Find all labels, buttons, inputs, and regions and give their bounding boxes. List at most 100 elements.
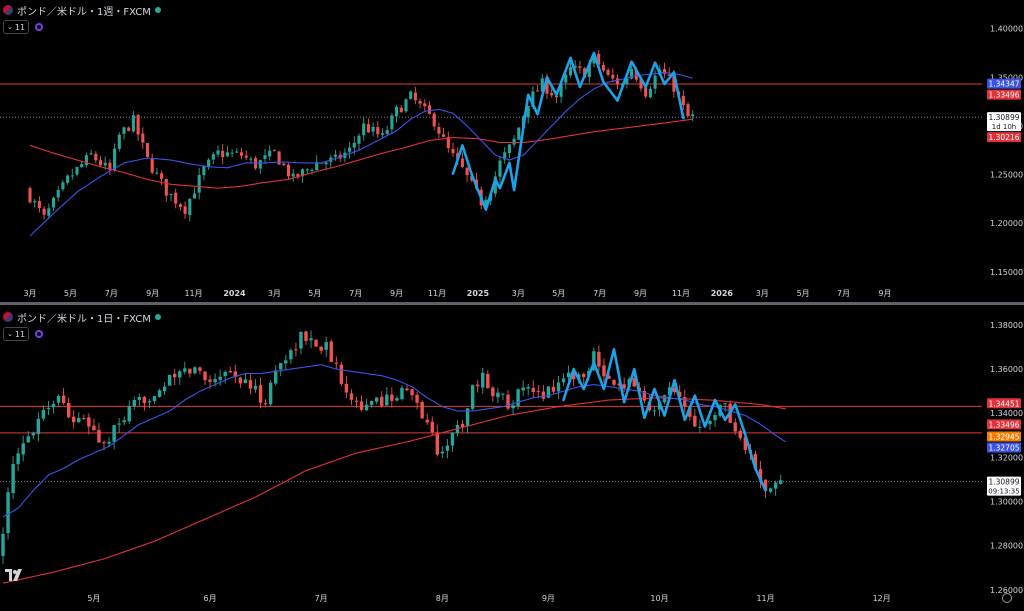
candle-body <box>141 133 145 143</box>
candle-body <box>662 395 667 403</box>
moving-average-fast[interactable] <box>2 364 787 518</box>
weekly-indicator-toggle[interactable]: ⌄ 11 <box>3 20 30 34</box>
candle-body <box>11 464 15 494</box>
candle-body <box>238 377 243 384</box>
x-tick-label: 9月 <box>542 594 555 603</box>
candle-body <box>498 160 502 177</box>
candle-body <box>517 127 521 140</box>
candle-body <box>418 100 422 104</box>
candle-body <box>470 176 474 181</box>
candle-body <box>440 451 445 454</box>
zigzag-drawing[interactable] <box>562 348 767 492</box>
candle-body <box>162 386 167 392</box>
daily-header: ポンド／米ドル・1日・FXCM <box>3 309 161 325</box>
weekly-symbol-title[interactable]: ポンド／米ドル・1週・FXCM <box>17 6 151 18</box>
candle-body <box>541 391 546 399</box>
x-tick-label: 5月 <box>64 289 77 298</box>
candle-body <box>258 160 262 169</box>
candle-body <box>352 142 356 148</box>
candle-body <box>218 376 222 380</box>
y-tick-label: 1.36000 <box>990 365 1023 374</box>
zigzag-drawing[interactable] <box>451 51 685 211</box>
price-axis-label: 1.33496 <box>987 89 1021 100</box>
daily-indicator-icon[interactable] <box>35 330 44 338</box>
tradingview-logo-mark <box>5 569 22 581</box>
candle-body <box>405 388 409 391</box>
candle-body <box>657 402 662 410</box>
price-label-value: 1.34451 <box>988 399 1019 408</box>
candle-body <box>213 378 217 383</box>
candle-body <box>357 135 361 144</box>
panel-separator[interactable] <box>0 302 1024 305</box>
price-label-value: 1.32705 <box>988 444 1019 453</box>
weekly-indicator-icon[interactable] <box>35 23 44 31</box>
daily-symbol-title[interactable]: ポンド／米ドル・1日・FXCM <box>17 313 151 325</box>
candle-body <box>493 176 497 194</box>
candle-body <box>390 115 394 130</box>
y-tick-label: 1.26000 <box>990 586 1023 595</box>
y-tick-label: 1.32000 <box>990 453 1023 462</box>
daily-indicator-toggle[interactable]: ⌄ 11 <box>3 327 30 341</box>
candle-body <box>420 401 424 419</box>
candle-body <box>339 364 344 384</box>
candle-body <box>1 533 5 557</box>
x-tick-label: 2024 <box>223 289 246 298</box>
candle-body <box>282 163 286 166</box>
candle-body <box>167 374 172 386</box>
price-label-value: 1.30899 <box>988 478 1019 487</box>
candle-body <box>612 380 616 385</box>
x-tick-label: 5月 <box>552 289 565 298</box>
candle-body <box>681 95 685 106</box>
candle-body <box>160 173 164 179</box>
candle-body <box>536 390 540 392</box>
candle-body <box>51 403 56 408</box>
daily-chart[interactable]: 1.38000 1.36000 1.34000 1.32000 1.30000 1.280… <box>0 321 1023 603</box>
moving-average-slow[interactable] <box>29 118 693 189</box>
candle-body <box>42 208 46 215</box>
candle-body <box>150 158 154 173</box>
candle-body <box>678 391 682 397</box>
price-axis-label: 1.34347 <box>987 78 1021 89</box>
candle-body <box>136 115 140 135</box>
candle-body <box>395 106 399 117</box>
weekly-chart[interactable]: 1.400001.350001.300001.250001.200001.150… <box>0 25 1023 298</box>
candle-body <box>305 169 309 171</box>
x-tick-label: 11月 <box>428 289 446 298</box>
candle-body <box>169 193 173 195</box>
candle-body <box>561 378 566 383</box>
candle-body <box>198 367 202 371</box>
moving-average-fast[interactable] <box>29 71 693 237</box>
x-tick-label: 2025 <box>467 289 490 298</box>
candle-body <box>46 408 51 410</box>
candle-body <box>94 153 98 161</box>
candle-body <box>486 373 490 389</box>
price-label-bg <box>987 112 1021 132</box>
price-label-value: 1.33496 <box>988 91 1019 100</box>
candle-body <box>216 150 220 155</box>
candle-body <box>228 370 232 373</box>
candle-body <box>84 155 88 166</box>
candle-body <box>235 151 239 153</box>
candle-body <box>253 385 258 390</box>
x-tick-label: 11月 <box>756 594 774 603</box>
candle-body <box>155 172 159 174</box>
candle-body <box>258 385 263 403</box>
candle-body <box>223 371 227 377</box>
candle-body <box>203 371 207 381</box>
candle-body <box>385 130 389 134</box>
candle-body <box>380 396 384 406</box>
candle-body <box>296 173 300 178</box>
candle-body <box>272 149 276 151</box>
price-axis-label: 1.30216 <box>987 132 1021 143</box>
candle-body <box>546 386 551 398</box>
candle-body <box>369 400 374 406</box>
candle-body <box>625 78 629 84</box>
moving-average-slow[interactable] <box>2 397 786 584</box>
candle-body <box>768 488 773 492</box>
candle-body <box>192 193 197 199</box>
gear-icon[interactable] <box>1002 593 1012 603</box>
candle-body <box>113 148 117 171</box>
candle-body <box>622 384 626 389</box>
